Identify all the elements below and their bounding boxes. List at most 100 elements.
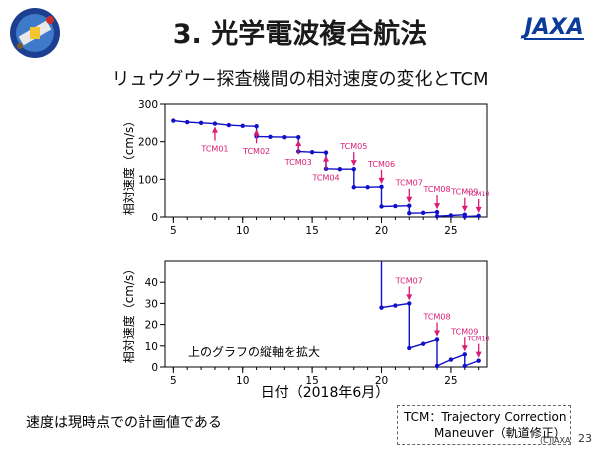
tcm-arrowhead (295, 140, 302, 147)
data-point (337, 166, 343, 172)
tcm-label: TCM07 (395, 276, 423, 285)
data-point (240, 123, 245, 129)
y-tick-label: 100 (138, 174, 158, 186)
data-point (198, 120, 204, 126)
data-point (379, 305, 384, 310)
tcm-label: TCM02 (242, 147, 270, 156)
top-chart: 0 100 200 300 5 10 15 20 25 TCM01 TCM02 TCM03 TCM04 T… (138, 99, 490, 237)
data-point (407, 211, 412, 216)
y-tick-label: 200 (138, 137, 158, 149)
data-point (351, 185, 356, 190)
tcm-arrowhead (406, 196, 413, 203)
data-point (407, 345, 412, 351)
tcm-arrowhead (406, 294, 413, 301)
tcm-arrowhead (434, 330, 441, 337)
data-point (254, 124, 259, 129)
data-point (323, 150, 329, 155)
data-point (420, 341, 426, 346)
data-point (476, 358, 481, 363)
data-point (434, 214, 440, 219)
x-tick-label: 25 (444, 225, 457, 237)
x-axis-label: 日付（2018年6月） (261, 385, 390, 401)
data-point (309, 150, 315, 155)
x-tick-label: 5 (170, 225, 177, 237)
chart-subtitle: リュウグウ−探査機間の相対速度の変化とTCM (111, 69, 489, 90)
data-point (448, 357, 454, 362)
tcm-label: TCM09 (450, 327, 478, 336)
tcm-label: TCM08 (422, 185, 450, 194)
data-point (351, 166, 356, 172)
tcm-label: TCM04 (311, 174, 339, 183)
tcm-label: TCM08 (422, 312, 450, 321)
tcm-arrowhead (475, 206, 482, 213)
data-point (462, 352, 467, 357)
x-tick-label: 20 (375, 225, 388, 237)
data-point (296, 134, 301, 140)
x-tick-label: 5 (170, 375, 177, 387)
data-point (407, 301, 412, 306)
data-point (476, 213, 481, 219)
inset-caption: 上のグラフの縦軸を拡大 (188, 345, 320, 359)
y-tick-label: 300 (138, 99, 158, 111)
tcm-arrowhead (253, 129, 260, 136)
x-tick-label: 10 (236, 225, 249, 237)
y-tick-label: 10 (145, 341, 158, 353)
data-point (448, 213, 454, 218)
tcm-arrowhead (434, 203, 441, 210)
data-point (462, 363, 467, 369)
svg-text:JAXA: JAXA (520, 15, 583, 40)
tcm-arrowhead (323, 155, 329, 162)
legend-line-1: TCM：Trajectory Correction (404, 410, 567, 424)
y-tick-label: 40 (145, 277, 158, 289)
page-number: 23 (578, 432, 592, 445)
tcm-label: TCM09 (450, 188, 478, 197)
data-point (226, 122, 232, 128)
tcm-label: TCM10 (467, 190, 490, 198)
jaxa-logo: JAXA (516, 10, 592, 46)
y-tick-label: 20 (145, 320, 158, 332)
data-point (434, 209, 440, 215)
x-tick-label: 15 (305, 375, 318, 387)
x-tick-label: 20 (375, 375, 388, 387)
data-point (268, 134, 273, 139)
y-tick-label: 0 (151, 212, 158, 224)
data-point (185, 119, 190, 125)
y-tick-label: 0 (151, 362, 158, 374)
data-point (379, 184, 384, 190)
data-point (434, 363, 440, 369)
data-point (365, 185, 370, 190)
tcm-arrowhead (378, 177, 385, 184)
tcm-legend-box: TCM：Trajectory Correction Maneuver（軌道修正） (397, 405, 571, 445)
copyright: (C)JAXA (540, 436, 571, 445)
tcm-arrowhead (350, 160, 357, 167)
legend-line-2: Maneuver（軌道修正） (434, 426, 566, 440)
data-point (393, 303, 398, 308)
x-tick-label: 15 (305, 225, 318, 237)
top-chart-ylabel: 相対速度（cm/s） (121, 115, 136, 216)
tcm-arrowhead (211, 126, 218, 133)
tcm-label: TCM01 (200, 145, 228, 154)
x-tick-label: 25 (444, 375, 457, 387)
tcm-arrowhead (461, 205, 468, 212)
tcm-arrowhead (461, 345, 468, 352)
tcm-label: TCM05 (339, 142, 367, 151)
tcm-arrowhead (475, 351, 482, 358)
data-point (282, 134, 287, 140)
slide-title: 3. 光学電波複合航法 (172, 19, 428, 50)
data-point (420, 210, 426, 216)
data-point (171, 118, 176, 123)
data-point (393, 203, 398, 209)
tcm-label: TCM10 (467, 335, 490, 343)
x-tick-label: 10 (236, 375, 249, 387)
data-point (407, 203, 412, 208)
tcm-label: TCM03 (284, 158, 312, 167)
data-point (462, 214, 467, 219)
tcm-label: TCM07 (395, 179, 423, 188)
data-point (434, 337, 440, 342)
y-tick-label: 30 (145, 298, 158, 310)
data-point (379, 204, 384, 209)
tcm-label: TCM06 (367, 160, 395, 169)
bottom-chart-ylabel: 相対速度（cm/s） (121, 263, 136, 364)
